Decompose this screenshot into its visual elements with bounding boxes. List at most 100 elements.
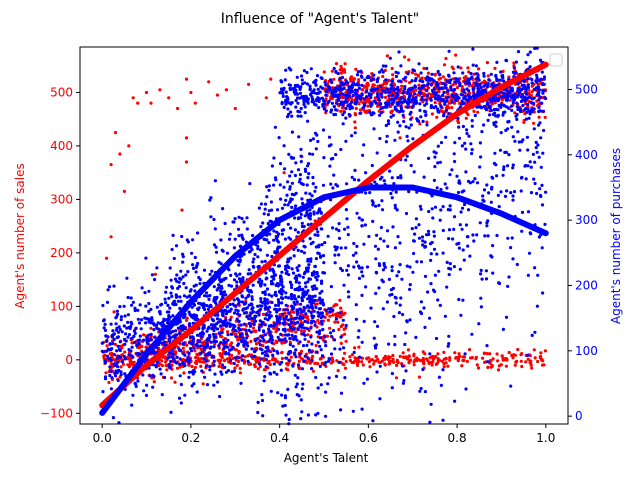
scatter-point (498, 148, 503, 152)
scatter-point (255, 310, 259, 315)
scatter-point (118, 305, 122, 309)
scatter-point (163, 375, 167, 380)
scatter-point (205, 359, 209, 363)
scatter-point (214, 245, 218, 249)
scatter-point (143, 291, 147, 295)
scatter-point (156, 321, 160, 325)
scatter-point (298, 110, 302, 114)
scatter-point (241, 336, 245, 340)
scatter-point (399, 87, 403, 91)
scatter-point (448, 204, 452, 208)
scatter-point (504, 150, 508, 154)
scatter-point (355, 361, 360, 365)
scatter-point (280, 360, 284, 364)
scatter-point (373, 344, 377, 348)
scatter-point (274, 303, 278, 307)
scatter-point (373, 244, 378, 248)
scatter-point (411, 270, 415, 274)
scatter-point (490, 185, 494, 189)
scatter-point (533, 356, 537, 360)
scatter-point (241, 237, 245, 241)
scatter-point (537, 155, 541, 159)
scatter-point (111, 329, 115, 333)
scatter-point (227, 352, 231, 356)
scatter-point (123, 342, 127, 346)
scatter-point (182, 281, 186, 286)
scatter-point (240, 358, 244, 362)
scatter-point (460, 227, 464, 231)
scatter-point (304, 292, 308, 296)
scatter-point (419, 386, 423, 391)
scatter-point (534, 140, 538, 144)
scatter-point (438, 73, 442, 77)
scatter-point (421, 80, 425, 84)
scatter-point (401, 312, 405, 317)
scatter-point (253, 365, 257, 369)
scatter-point (176, 299, 180, 303)
scatter-point (413, 92, 417, 96)
scatter-point (317, 243, 321, 247)
scatter-point (439, 383, 443, 387)
scatter-point (227, 309, 231, 313)
scatter-point (110, 354, 114, 358)
scatter-point (365, 377, 369, 381)
scatter-point (305, 361, 309, 365)
scatter-point (247, 362, 251, 366)
scatter-point (236, 259, 240, 263)
scatter-point (399, 174, 403, 178)
scatter-point (384, 123, 388, 128)
scatter-point (206, 352, 210, 356)
scatter-point (288, 280, 292, 284)
scatter-point (258, 339, 262, 343)
scatter-point (238, 244, 242, 248)
scatter-point (300, 78, 304, 82)
scatter-point (188, 294, 192, 298)
scatter-point (439, 87, 443, 91)
scatter-point (177, 280, 181, 284)
scatter-point (117, 325, 121, 329)
scatter-point (503, 194, 508, 198)
scatter-point (175, 361, 179, 365)
scatter-point (355, 73, 360, 77)
scatter-point (389, 110, 393, 114)
scatter-point (226, 345, 230, 349)
scatter-point (348, 355, 352, 359)
scatter-point (370, 85, 374, 89)
scatter-point (253, 354, 257, 358)
scatter-point (497, 281, 502, 286)
scatter-point (208, 294, 212, 298)
scatter-point (313, 102, 317, 106)
scatter-point (206, 336, 210, 340)
scatter-point (408, 265, 412, 269)
scatter-point (526, 83, 531, 87)
scatter-point (283, 203, 287, 207)
scatter-point (224, 293, 228, 297)
scatter-point (337, 236, 342, 240)
scatter-point (309, 326, 313, 330)
scatter-point (541, 91, 545, 95)
scatter-point (295, 382, 299, 386)
scatter-point (134, 384, 138, 388)
scatter-point (223, 344, 227, 348)
scatter-point (482, 351, 486, 355)
scatter-point (261, 290, 265, 295)
scatter-point (535, 304, 540, 308)
scatter-point (414, 217, 418, 221)
scatter-point (475, 181, 480, 185)
scatter-point (529, 191, 534, 195)
scatter-point (298, 173, 302, 177)
scatter-point (260, 348, 264, 352)
scatter-point (313, 131, 318, 135)
scatter-point (316, 274, 320, 278)
scatter-point (310, 319, 314, 323)
scatter-point (276, 327, 281, 331)
scatter-point (481, 194, 485, 198)
scatter-point (442, 114, 446, 118)
scatter-point (213, 335, 217, 339)
scatter-point (446, 364, 450, 368)
scatter-point (443, 86, 447, 90)
scatter-point (287, 259, 291, 263)
scatter-point (493, 111, 497, 115)
y-right-tick-label: 300 (575, 213, 598, 227)
scatter-point (393, 334, 397, 338)
